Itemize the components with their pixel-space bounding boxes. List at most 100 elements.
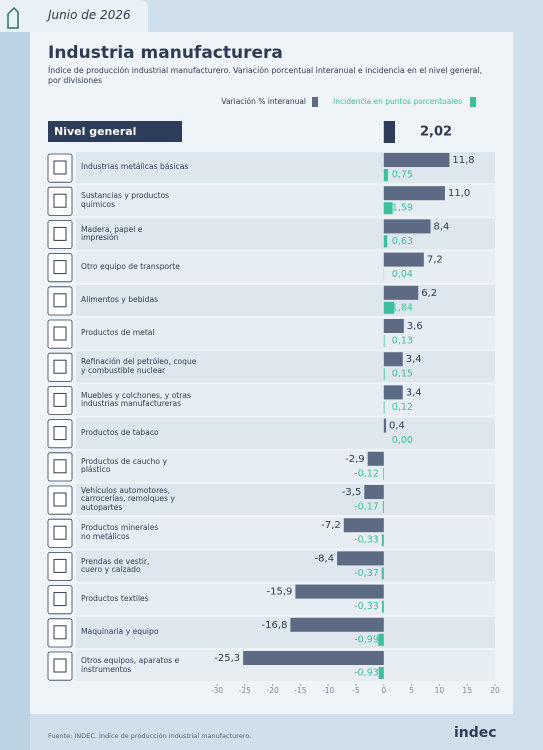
value-label: -25,3 xyxy=(214,653,240,664)
icon xyxy=(53,260,67,275)
x-tick-label: 10 xyxy=(435,686,445,695)
icon-box xyxy=(47,485,73,515)
value-label: -0,37 xyxy=(354,568,379,579)
value-label: 0,4 xyxy=(389,421,405,432)
row-bg xyxy=(76,550,495,582)
bar xyxy=(290,617,384,632)
value-label: -0,93 xyxy=(354,668,379,679)
icon xyxy=(53,426,67,441)
icon xyxy=(53,459,67,474)
category-label: Vehículos automotores, carrocerías, remo… xyxy=(81,485,175,512)
value-label: -0,33 xyxy=(354,535,379,546)
row-bg xyxy=(76,517,495,549)
value-label: 6,2 xyxy=(421,288,437,299)
icon-box xyxy=(47,153,73,183)
x-tick-label: -30 xyxy=(211,686,223,695)
icon-box xyxy=(47,452,73,482)
row-bg xyxy=(76,583,495,615)
value-label: -2,9 xyxy=(345,454,365,465)
row-bg xyxy=(76,450,495,482)
source: Fuente: INDEC. Índice de producción indu… xyxy=(48,732,252,740)
value-label: -3,5 xyxy=(342,487,362,498)
bar xyxy=(378,667,384,679)
category-label: Sustancias y productos químicos xyxy=(81,191,170,209)
bar xyxy=(383,418,387,433)
bar xyxy=(243,651,384,665)
icon xyxy=(53,326,67,341)
bar xyxy=(383,169,388,181)
category-label: Productos minerales no metálicos xyxy=(81,523,159,541)
row-bg xyxy=(76,484,495,516)
value-label: 11,0 xyxy=(448,188,470,199)
icon-box xyxy=(47,352,73,382)
icon xyxy=(53,293,67,308)
value-label: -0,33 xyxy=(354,601,379,612)
value-label: 3,4 xyxy=(406,354,422,365)
value-label: 1,59 xyxy=(392,203,413,214)
bar xyxy=(383,285,419,300)
home-icon xyxy=(7,6,19,29)
bar xyxy=(343,518,384,533)
row-bg xyxy=(76,251,495,283)
bar xyxy=(383,467,384,480)
x-tick-label: 15 xyxy=(462,686,472,695)
bar xyxy=(383,385,403,400)
date: Junio de 2026 xyxy=(48,8,131,22)
logo: indec xyxy=(454,725,497,741)
icon-box xyxy=(47,419,73,449)
bar xyxy=(383,335,385,347)
bar xyxy=(383,352,403,367)
title: Industria manufacturera xyxy=(48,43,283,63)
value-label: -0,17 xyxy=(354,502,379,513)
bar xyxy=(383,401,385,414)
icon xyxy=(53,525,67,540)
value-label: 7,2 xyxy=(427,255,443,266)
bar xyxy=(383,301,395,314)
row-bg xyxy=(76,616,495,648)
icon xyxy=(53,160,67,175)
category-label: Industrias metálicas básicas xyxy=(81,162,189,172)
bar xyxy=(383,368,385,381)
category-label: Productos de metal xyxy=(81,328,155,338)
legend-swatch xyxy=(312,97,318,107)
row-bg xyxy=(76,384,495,416)
value-label: -0,99 xyxy=(354,634,379,645)
value-label: 8,4 xyxy=(434,221,450,232)
bar xyxy=(383,235,388,248)
category-label: Madera, papel e impresión xyxy=(81,224,143,242)
icon-box xyxy=(47,286,73,316)
category-label: Alimentos y bebidas xyxy=(81,295,159,305)
icon xyxy=(53,193,67,208)
bar xyxy=(383,186,445,201)
x-tick-label: -15 xyxy=(294,686,306,695)
general-value: 2,02 xyxy=(420,125,452,140)
value-label: 3,6 xyxy=(407,321,423,332)
side xyxy=(0,32,30,750)
general-label-bg xyxy=(48,121,182,142)
x-tick-label: 5 xyxy=(409,686,414,695)
category-label: Productos textiles xyxy=(81,593,149,603)
subtitle: Índice de producción industrial manufact… xyxy=(48,66,483,85)
category-label: Otros equipos, aparatos e instrumentos xyxy=(81,656,180,674)
icon-box xyxy=(47,585,73,615)
icon xyxy=(53,392,67,407)
bar xyxy=(383,153,450,167)
bar xyxy=(383,319,404,333)
value-label: 0,12 xyxy=(392,402,413,413)
icon xyxy=(53,592,67,607)
value-label: 0,15 xyxy=(392,369,413,380)
category-label: Refinación del petróleo, coque y combust… xyxy=(81,357,197,375)
legend-label: Variación % interanual xyxy=(221,97,306,106)
icon-box xyxy=(47,219,73,249)
x-tick-label: -25 xyxy=(239,686,251,695)
value-label: 1,84 xyxy=(392,302,413,313)
icon xyxy=(53,658,67,673)
row-bg xyxy=(76,417,495,449)
icon-box xyxy=(47,186,73,216)
x-tick-label: -10 xyxy=(322,686,334,695)
row-bg xyxy=(76,284,495,316)
x-tick-label: 0 xyxy=(381,686,386,695)
value-label: 0,04 xyxy=(392,269,413,280)
icon-box xyxy=(47,319,73,349)
value-label: 0,75 xyxy=(392,170,413,181)
